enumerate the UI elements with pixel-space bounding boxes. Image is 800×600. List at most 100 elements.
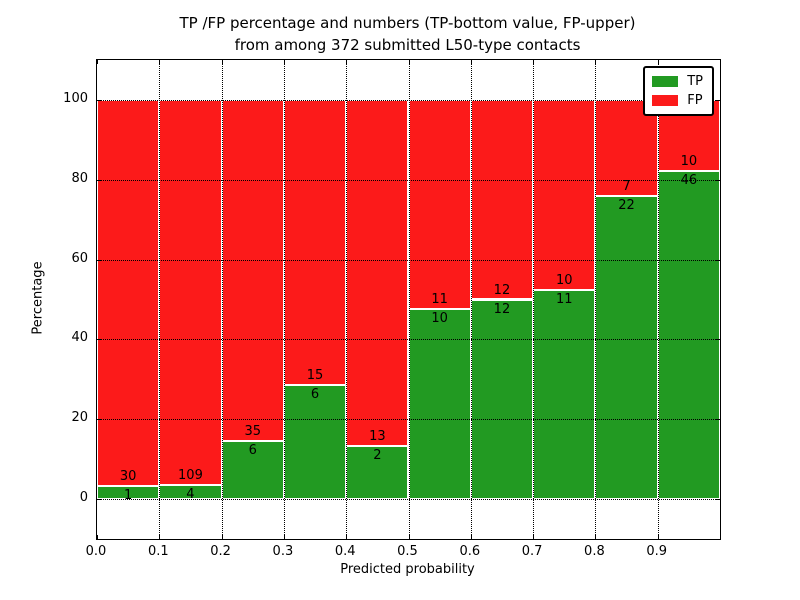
bar-fp-segment [470,99,534,300]
fp-count-label: 12 [493,282,511,298]
v-gridline [221,60,223,539]
bar-tp-segment [346,445,409,500]
x-tick-mark [408,535,410,539]
x-tick-mark [97,60,98,64]
x-tick-mark [283,535,285,539]
bar-tp-segment [657,171,720,500]
y-tick-label: 20 [71,410,88,426]
tp-count-label: 2 [373,447,382,463]
tp-count-label: 11 [555,291,573,307]
x-tick-label: 0.7 [521,544,543,559]
tp-count-label: 10 [431,311,448,326]
x-tick-label: 0.2 [210,544,231,559]
legend-label: TP [687,74,703,89]
v-gridline [470,60,472,539]
x-tick-mark [346,535,348,539]
tp-count-label: 22 [618,198,635,214]
x-tick-mark [221,60,223,64]
x-tick-mark [346,60,348,64]
y-tick-label: 40 [71,330,88,346]
y-axis-label: Percentage [30,261,46,335]
tp-count-label: 6 [248,442,257,458]
v-gridline [657,60,659,539]
fp-count-label: 109 [178,467,203,483]
x-tick-label: 0.1 [147,544,169,559]
y-tick-mark [97,259,101,261]
fp-count-label: 7 [622,179,631,195]
bar-fp-segment [533,99,596,290]
x-tick-label: 0.3 [272,544,294,559]
x-tick-mark [97,535,98,539]
tp-count-label: 1 [124,488,133,504]
bar-fp-segment [221,99,284,441]
tp-count-label: 46 [680,173,698,189]
plot-area: TP FP 30 1 109 4 35 6 15 6 13 2 11 10 12 12 10 11 7 22 10 46 [96,59,721,540]
y-tick-label: 80 [71,170,88,186]
bar-fp-segment [283,99,347,386]
chart-title-line2: from among 372 submitted L50-type contac… [234,36,581,54]
y-tick-mark [716,259,720,261]
x-tick-mark [283,60,285,64]
y-tick-label: 0 [79,490,88,506]
fp-count-label: 15 [306,368,324,384]
fp-count-label: 13 [369,428,386,444]
x-tick-label: 0.0 [85,544,107,559]
legend-swatch-tp [652,76,679,87]
x-tick-mark [408,60,410,64]
bar-tp-segment [97,486,160,500]
y-tick-mark [97,99,101,101]
tp-count-label: 12 [493,301,511,317]
chart-title: TP /FP percentage and numbers (TP-bottom… [96,12,719,56]
x-tick-label: 0.5 [397,544,418,559]
bar-tp-segment [408,309,471,500]
x-tick-label: 0.8 [584,544,605,559]
y-tick-mark [716,419,720,421]
y-tick-label: 60 [71,250,88,266]
x-tick-mark [159,60,161,64]
fp-count-label: 10 [680,154,698,170]
bar-fp-segment [159,99,222,485]
y-tick-mark [97,179,101,181]
chart-title-line1: TP /FP percentage and numbers (TP-bottom… [179,14,636,32]
legend-swatch-fp [652,95,679,106]
fp-count-label: 35 [244,423,262,439]
y-tick-mark [716,499,720,501]
y-tick-mark [97,499,101,501]
legend-row: FP [652,91,703,110]
bar-tp-segment [470,299,534,500]
v-gridline [346,60,348,539]
x-tick-label: 0.6 [459,544,481,559]
legend: TP FP [643,66,714,116]
x-tick-label: 0.4 [334,544,356,559]
bar-tp-segment [533,289,596,500]
x-tick-mark [595,535,597,539]
v-gridline [408,60,410,539]
x-tick-mark [221,535,223,539]
bar-tp-segment [595,196,658,500]
x-tick-mark [470,60,472,64]
x-tick-label: 0.9 [646,544,668,559]
x-axis-label: Predicted probability [340,562,475,577]
v-gridline [283,60,285,539]
bar-fp-segment [346,99,409,446]
x-tick-mark [159,535,161,539]
x-tick-mark [533,60,535,64]
bar-fp-segment [97,99,160,487]
x-tick-mark [657,535,659,539]
x-tick-mark [533,535,535,539]
y-tick-mark [716,339,720,341]
x-tick-mark [470,535,472,539]
fp-count-label: 10 [555,273,573,288]
y-tick-mark [97,339,101,341]
fp-count-label: 11 [431,292,448,308]
x-tick-mark [657,60,659,64]
v-gridline [595,60,597,539]
tp-count-label: 4 [186,486,195,502]
v-gridline [159,60,161,539]
bar-tp-segment [283,385,347,500]
y-tick-mark [97,419,101,421]
y-tick-mark [716,99,720,101]
fp-count-label: 30 [119,469,137,485]
bar-fp-segment [408,99,471,309]
